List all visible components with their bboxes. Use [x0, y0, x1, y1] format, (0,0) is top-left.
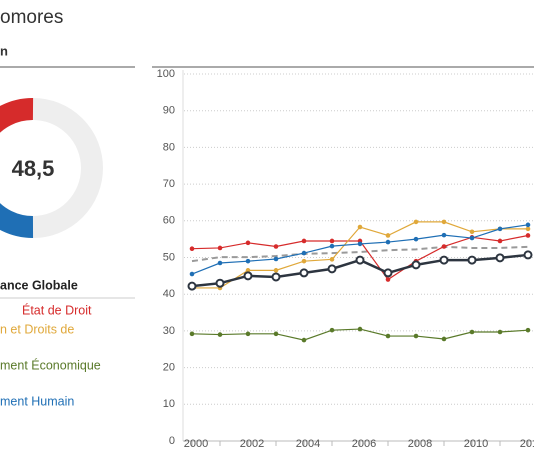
point — [273, 331, 279, 337]
point — [357, 326, 363, 332]
x-tick-label: 2010 — [464, 438, 488, 450]
donut: 48,5 — [0, 97, 103, 239]
y-tick-label: 40 — [163, 288, 175, 300]
point — [413, 219, 419, 225]
point — [385, 333, 391, 339]
point — [329, 238, 335, 244]
point — [245, 331, 251, 337]
legend-entry: ance Globale — [0, 278, 78, 292]
y-tick-label: 10 — [163, 398, 175, 410]
x-tick-label: 2008 — [408, 438, 432, 450]
point — [243, 271, 253, 281]
point — [385, 233, 391, 238]
point — [329, 327, 335, 333]
point — [217, 245, 223, 251]
point — [467, 255, 477, 265]
donut-segment — [0, 202, 34, 239]
point — [217, 260, 223, 266]
point — [355, 255, 365, 265]
series-line — [191, 224, 529, 275]
point — [273, 244, 279, 249]
point — [301, 337, 307, 343]
donut-segment — [0, 97, 34, 133]
point — [383, 268, 393, 278]
point — [215, 278, 225, 288]
point — [329, 243, 335, 249]
y-tick-label: 90 — [163, 105, 175, 117]
y-tick-label: 20 — [163, 362, 175, 374]
point — [189, 246, 195, 251]
point — [439, 255, 449, 265]
x-tick-label: 2012 — [520, 438, 534, 450]
point — [441, 244, 447, 249]
point — [469, 235, 475, 241]
point — [497, 226, 503, 232]
point — [469, 329, 475, 335]
point — [441, 219, 447, 225]
y-tick-label: 100 — [157, 68, 175, 80]
country-title: omores — [0, 7, 63, 28]
y-tick-label: 30 — [163, 325, 175, 337]
point — [189, 271, 195, 277]
series-line — [191, 245, 529, 263]
legend-entry: n et Droits de — [0, 322, 74, 336]
point — [469, 229, 475, 235]
point — [245, 240, 251, 246]
point — [523, 250, 533, 260]
point — [441, 336, 447, 342]
point — [271, 272, 281, 282]
x-tick-label: 2002 — [240, 438, 264, 450]
point — [525, 327, 531, 333]
point — [301, 250, 307, 256]
legend-entry: ment Humain — [0, 394, 74, 408]
point — [273, 268, 279, 273]
point — [301, 238, 307, 244]
y-tick-label: 70 — [163, 178, 175, 190]
donut-value: 48,5 — [12, 156, 55, 181]
point — [329, 257, 335, 262]
point — [301, 258, 307, 264]
point — [385, 277, 391, 282]
point — [525, 222, 531, 228]
point — [273, 256, 279, 262]
x-tick-label: 2004 — [296, 438, 320, 450]
y-tick-label: 0 — [169, 435, 175, 447]
point — [497, 238, 503, 244]
y-tick-label: 50 — [163, 251, 175, 263]
x-tick-label: 2000 — [184, 438, 208, 450]
point — [187, 281, 197, 291]
y-tick-label: 80 — [163, 141, 175, 153]
point — [413, 333, 419, 339]
point — [357, 224, 363, 230]
point — [189, 331, 195, 337]
point — [411, 260, 421, 270]
point — [385, 239, 391, 245]
point — [245, 268, 251, 273]
point — [327, 264, 337, 274]
point — [495, 253, 505, 263]
point — [357, 241, 363, 247]
y-tick-label: 60 — [163, 215, 175, 227]
legend-entry: ment Économique — [0, 357, 101, 372]
point — [497, 329, 503, 335]
point — [525, 226, 531, 232]
point — [525, 233, 531, 238]
point — [441, 232, 447, 238]
point — [299, 268, 309, 278]
point — [413, 236, 419, 242]
point — [217, 332, 223, 337]
subtitle: n — [0, 43, 8, 58]
x-tick-label: 2006 — [352, 438, 376, 450]
point — [245, 258, 251, 264]
legend-entry: État de Droit — [22, 302, 92, 317]
